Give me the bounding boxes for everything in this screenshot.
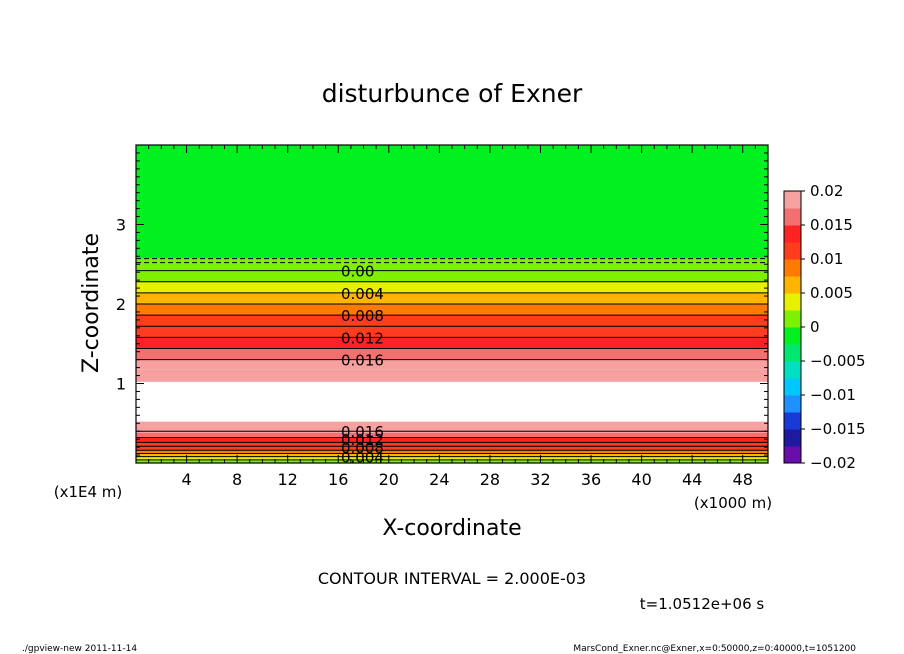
- shaded-band: [136, 437, 768, 443]
- shaded-band: [136, 446, 768, 451]
- time-note: t=1.0512e+06 s: [640, 595, 765, 613]
- shaded-band: [136, 426, 768, 433]
- contour-interval-note: CONTOUR INTERVAL = 2.000E-03: [318, 569, 586, 588]
- colorbar-swatch: [784, 361, 801, 379]
- x-axis: 4 8 12 16 20 24 28 32 36 40 44 48: [148, 145, 756, 489]
- colorbar-swatch: [784, 242, 801, 260]
- colorbar-tick-label: −0.02: [810, 454, 856, 472]
- x-axis-unit: (x1000 m): [694, 494, 772, 512]
- colorbar-tick-label: −0.01: [810, 386, 856, 404]
- y-axis-unit: (x1E4 m): [54, 483, 123, 501]
- shaded-band: [136, 369, 768, 382]
- colorbar-swatch: [784, 446, 801, 464]
- shaded-band: [136, 456, 768, 460]
- colorbar-swatch: [784, 395, 801, 413]
- colorbar-swatch: [784, 259, 801, 277]
- shaded-band: [136, 304, 768, 316]
- y-tick-label: 3: [116, 216, 126, 235]
- colorbar-tick-label: 0.02: [810, 182, 843, 200]
- colorbar-swatch: [784, 344, 801, 362]
- contour-label: 0.008: [341, 307, 384, 325]
- x-tick-label: 16: [328, 470, 348, 489]
- shaded-band: [136, 258, 768, 271]
- shaded-band: [136, 348, 768, 360]
- contour-label: 0.00: [341, 263, 374, 281]
- x-tick-label: 48: [733, 470, 753, 489]
- contour-label: 0.004: [341, 449, 384, 467]
- colorbar-swatch: [784, 293, 801, 311]
- colorbar-swatch: [784, 310, 801, 328]
- x-tick-label: 40: [631, 470, 651, 489]
- colorbar-tick-label: 0.005: [810, 284, 853, 302]
- contour-label: 0.004: [341, 285, 384, 303]
- colorbar-swatch: [784, 429, 801, 447]
- footer-program: ./gpview-new 2011-11-14: [22, 644, 137, 654]
- footer-source: MarsCond_Exner.nc@Exner,x=0:50000,z=0:40…: [573, 644, 856, 654]
- shaded-band: [136, 359, 768, 370]
- colorbar-swatch: [784, 378, 801, 396]
- shaded-band: [136, 450, 768, 454]
- x-axis-label: X-coordinate: [382, 516, 521, 541]
- colorbar-swatch: [784, 276, 801, 294]
- contour-label: 0.016: [341, 423, 384, 441]
- x-tick-label: 24: [429, 470, 449, 489]
- x-tick-label: 12: [278, 470, 298, 489]
- y-axis-label: Z-coordinate: [79, 233, 104, 373]
- x-tick-label: 8: [232, 470, 242, 489]
- colorbar-swatch: [784, 191, 801, 209]
- shaded-band: [136, 281, 768, 293]
- colorbar-tick-label: 0.01: [810, 250, 843, 268]
- contour-label: 0.012: [341, 329, 384, 347]
- shaded-band: [136, 381, 768, 422]
- shaded-band: [136, 432, 768, 438]
- contour-label: 0.008: [341, 439, 384, 457]
- colorbar-swatch: [784, 208, 801, 226]
- contour-label: 0.012: [341, 431, 384, 449]
- plot-area: 0.000.0040.0080.0120.0160.0160.0120.0080…: [135, 144, 769, 467]
- colorbar-swatch: [784, 225, 801, 243]
- y-tick-label: 1: [116, 375, 126, 394]
- shaded-band: [136, 453, 768, 457]
- contour-label: 0.016: [341, 352, 384, 370]
- x-tick-label: 4: [181, 470, 191, 489]
- shaded-band: [136, 337, 768, 349]
- shaded-band: [136, 270, 768, 282]
- shaded-band: [136, 442, 768, 447]
- colorbar-tick-label: 0: [810, 318, 820, 336]
- x-tick-label: 36: [581, 470, 601, 489]
- shaded-band: [136, 292, 768, 304]
- colorbar-swatch: [784, 412, 801, 430]
- colorbar: 0.02 0.015 0.01 0.005 0 −0.005 −0.01 −0.015 −0.0…: [783, 182, 866, 472]
- chart-title: disturbunce of Exner: [322, 79, 583, 108]
- x-tick-label: 32: [530, 470, 550, 489]
- colorbar-tick-label: −0.005: [810, 352, 866, 370]
- colorbar-tick-label: 0.015: [810, 216, 853, 234]
- colorbar-swatch: [784, 327, 801, 345]
- x-tick-label: 44: [682, 470, 702, 489]
- shaded-band: [136, 145, 768, 259]
- shaded-band: [136, 326, 768, 338]
- y-axis: 1 2 3: [116, 152, 768, 456]
- x-tick-label: 28: [480, 470, 500, 489]
- shaded-band: [136, 315, 768, 327]
- y-tick-label: 2: [116, 295, 126, 314]
- shaded-band: [136, 421, 768, 427]
- x-tick-label: 20: [379, 470, 399, 489]
- colorbar-tick-label: −0.015: [810, 420, 866, 438]
